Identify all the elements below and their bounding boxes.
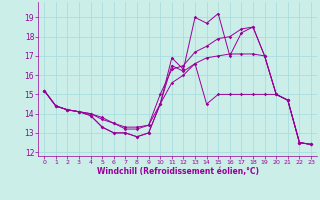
X-axis label: Windchill (Refroidissement éolien,°C): Windchill (Refroidissement éolien,°C) (97, 167, 259, 176)
